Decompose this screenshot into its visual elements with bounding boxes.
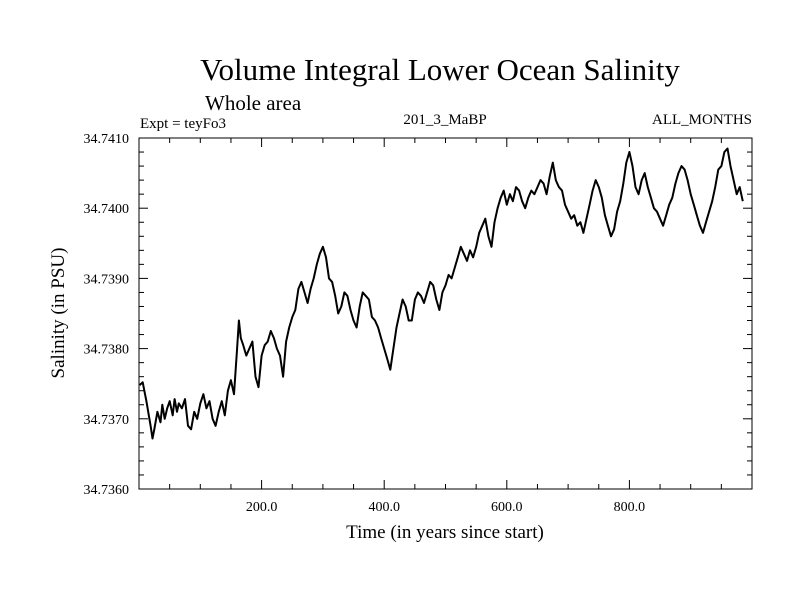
experiment-label: Expt = teyFo3 <box>140 116 226 132</box>
chart-title: Volume Integral Lower Ocean Salinity <box>200 52 680 87</box>
run-label: 201_3_MaBP <box>403 112 486 128</box>
plot-frame <box>138 137 753 490</box>
y-tick-label: 34.7400 <box>84 202 130 217</box>
x-axis-label: Time (in years since start) <box>346 522 544 543</box>
x-tick-label: 400.0 <box>368 500 400 515</box>
axis-ticks <box>139 138 752 489</box>
tick-labels: 200.0 400.0 600.0 800.0 34.7360 34.7370 34.738… <box>84 132 646 515</box>
x-tick-label: 800.0 <box>614 500 646 515</box>
y-tick-label: 34.7410 <box>84 132 130 147</box>
y-axis-label: Salinity (in PSU) <box>48 248 69 379</box>
y-tick-label: 34.7390 <box>84 272 130 287</box>
x-tick-label: 600.0 <box>491 500 523 515</box>
chart-subtitle: Whole area <box>205 91 302 115</box>
y-tick-label: 34.7380 <box>84 343 130 358</box>
months-label: ALL_MONTHS <box>652 112 752 128</box>
y-tick-label: 34.7360 <box>84 483 130 498</box>
salinity-line <box>138 147 744 440</box>
x-tick-label: 200.0 <box>246 500 278 515</box>
y-tick-label: 34.7370 <box>84 413 130 428</box>
